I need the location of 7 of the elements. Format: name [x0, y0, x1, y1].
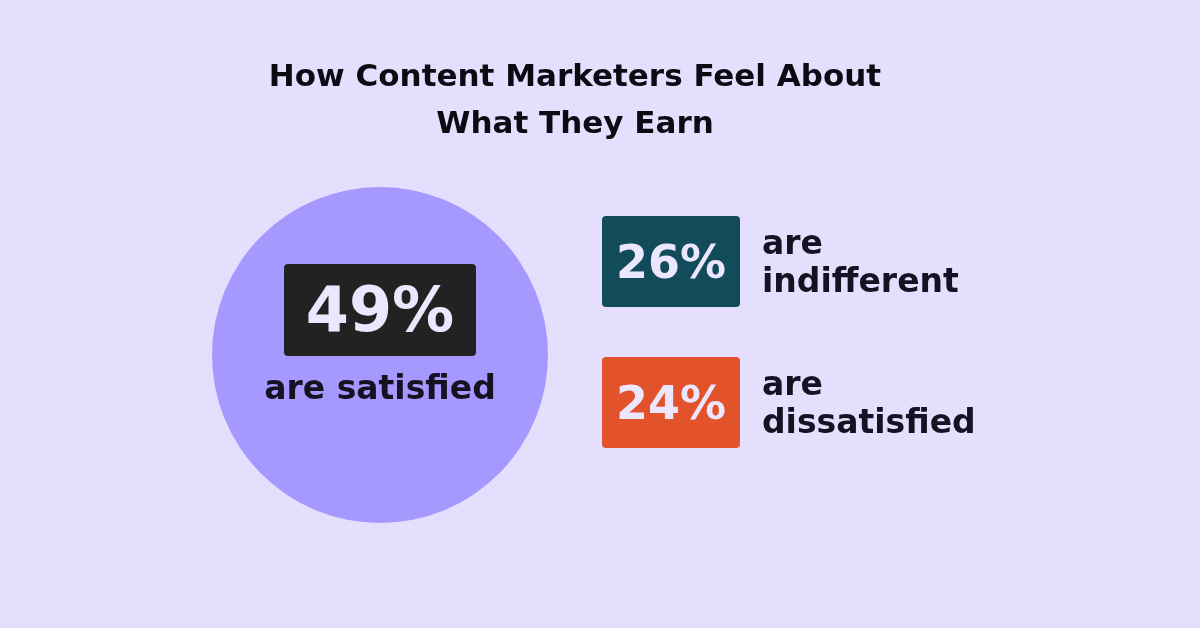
data-label: 24%: [615, 375, 727, 430]
data-label: 49%: [305, 273, 455, 346]
text: How Content Marketers Feel About What They Earn: [267, 56, 883, 142]
data-label: 26%: [615, 234, 727, 289]
category-label: are satisfied: [264, 367, 496, 407]
category-label: are indifferent: [762, 222, 960, 300]
category-label: are dissatisfied: [762, 363, 977, 441]
